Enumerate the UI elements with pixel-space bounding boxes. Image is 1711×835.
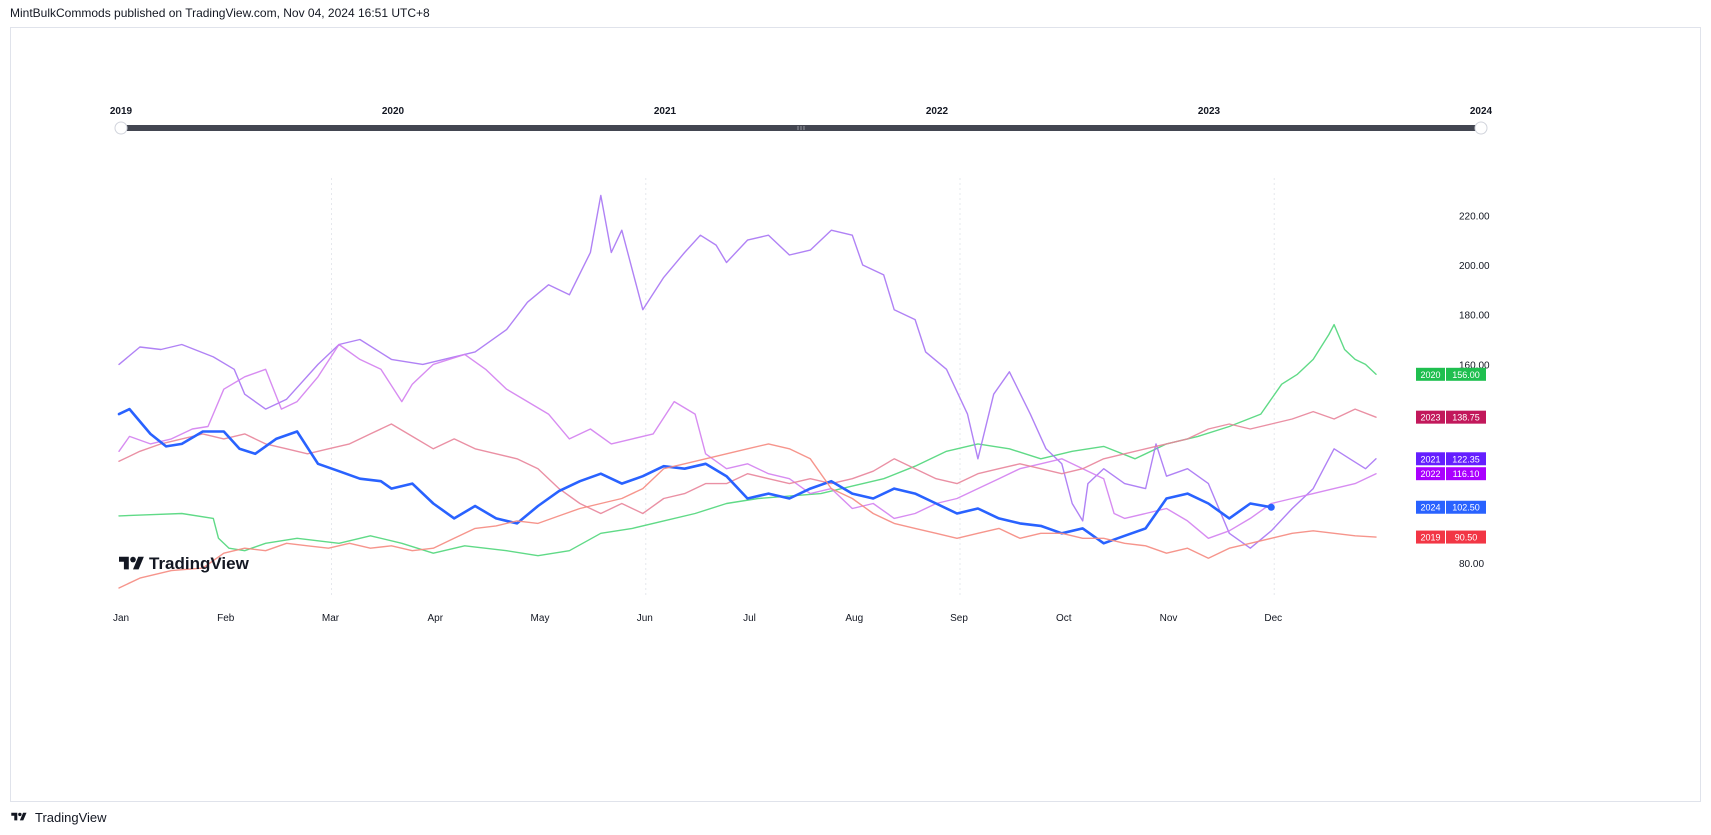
series-badge-value-bg-2021 (1446, 452, 1486, 466)
series-badge-year-2021: 2021 (1420, 454, 1440, 464)
publication-header: MintBulkCommods published on TradingView… (10, 6, 430, 20)
series-end-marker-2024 (1267, 503, 1275, 511)
series-badge-value-bg-2022 (1446, 467, 1486, 481)
series-badge-year-bg-2019 (1416, 530, 1445, 544)
series-line-2021[interactable] (118, 194, 1377, 549)
watermark-logo-icon (119, 556, 144, 570)
chart-frame: 2019 2020 2021 2022 2023 2024 Jan Feb Mar Apr May J… (10, 27, 1701, 802)
series-badge-year-bg-2023 (1416, 410, 1445, 424)
series-badge-year-2019: 2019 (1420, 533, 1440, 543)
series-badge-year-2024: 2024 (1420, 503, 1440, 513)
series-badge-value-2023: 138.75 (1452, 413, 1480, 423)
series-badge-value-2019: 90.50 (1455, 533, 1478, 543)
x-tick-label: Sep (950, 613, 968, 624)
range-slider-year-label: 2020 (382, 106, 405, 117)
x-tick-label: Jul (743, 613, 756, 624)
x-tick-label: Aug (845, 613, 863, 624)
range-slider-right-handle[interactable] (1474, 121, 1488, 135)
range-slider-year-label: 2021 (654, 106, 677, 117)
x-tick-label: May (531, 613, 550, 624)
x-tick-label: Jan (113, 613, 129, 624)
series-badge-year-bg-2022 (1416, 467, 1445, 481)
x-tick-label: Nov (1160, 613, 1178, 624)
series-line-2019[interactable] (118, 443, 1377, 589)
series-badge-year-2023: 2023 (1420, 413, 1440, 423)
range-slider-left-handle[interactable] (114, 121, 128, 135)
series-line-2020[interactable] (118, 323, 1377, 557)
series-line-2024[interactable] (117, 407, 1273, 545)
series-badge-year-bg-2020 (1416, 367, 1445, 381)
footer-brand[interactable]: TradingView (9, 808, 107, 826)
series-line-2023[interactable] (118, 408, 1377, 515)
series-badge-value-2021: 122.35 (1452, 454, 1480, 464)
series-badge-year-2020: 2020 (1420, 370, 1440, 380)
series-badge-value-bg-2019 (1446, 530, 1486, 544)
series-badge-value-2022: 116.10 (1453, 469, 1480, 479)
x-tick-label: Jun (637, 613, 653, 624)
series-badge-year-bg-2021 (1416, 452, 1445, 466)
tradingview-logo-icon (11, 812, 27, 821)
range-slider-year-label: 2019 (110, 106, 133, 117)
y-tick-label: 220.00 (1459, 211, 1490, 222)
y-tick-label: 180.00 (1459, 311, 1490, 322)
y-tick-label: 80.00 (1459, 559, 1484, 570)
range-slider-year-label: 2023 (1198, 106, 1221, 117)
series-badge-value-2024: 102.50 (1452, 503, 1480, 513)
x-tick-label: Oct (1056, 613, 1072, 624)
series-badge-value-bg-2024 (1446, 500, 1486, 514)
x-tick-label: Feb (217, 613, 235, 624)
watermark-text: TradingView (149, 554, 250, 573)
series-badge-year-2022: 2022 (1420, 469, 1440, 479)
series-badge-value-2020: 156.00 (1452, 370, 1480, 380)
series-line-2022[interactable] (118, 343, 1377, 539)
series-badge-value-bg-2020 (1446, 367, 1486, 381)
y-tick-label: 200.00 (1459, 261, 1490, 272)
x-tick-label: Dec (1264, 613, 1282, 624)
chart-plot[interactable]: 2019 2020 2021 2022 2023 2024 Jan Feb Mar Apr May J… (11, 28, 1700, 801)
x-tick-label: Mar (322, 613, 340, 624)
range-slider-year-label: 2022 (926, 106, 949, 117)
x-tick-label: Apr (427, 613, 443, 624)
series-badge-year-bg-2024 (1416, 500, 1445, 514)
series-badge-value-bg-2023 (1446, 410, 1486, 424)
footer-brand-label: TradingView (35, 809, 107, 825)
range-slider-year-label: 2024 (1470, 106, 1493, 117)
y-tick-label: 160.00 (1459, 360, 1490, 371)
